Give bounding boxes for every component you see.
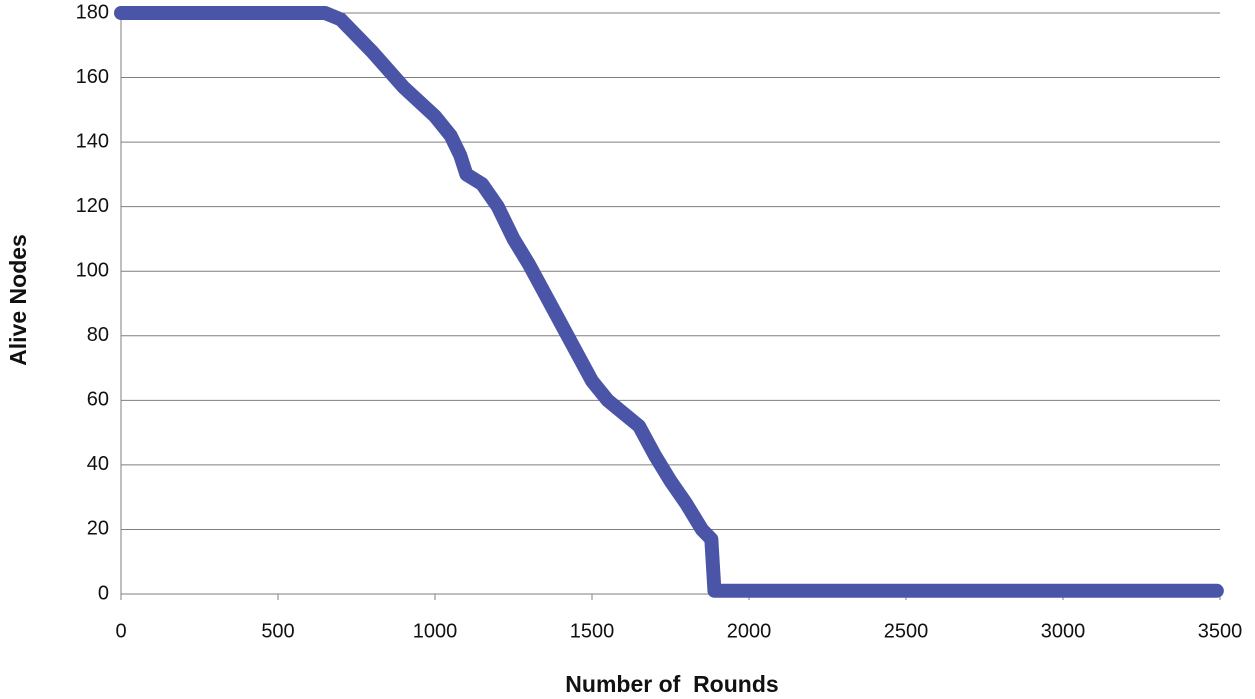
y-tick-label: 80	[87, 324, 109, 346]
y-tick-label: 120	[76, 195, 109, 217]
y-tick-label: 100	[76, 260, 109, 282]
x-tick-label: 500	[261, 620, 294, 642]
x-tick-label: 3500	[1198, 620, 1243, 642]
x-tick-label: 3000	[1041, 620, 1086, 642]
y-axis-title: Alive Nodes	[5, 234, 31, 366]
x-tick-label: 1500	[570, 620, 615, 642]
data-line	[114, 6, 1224, 598]
y-tick-label: 0	[98, 582, 109, 604]
y-tick-label: 140	[76, 130, 109, 152]
y-tick-label: 20	[87, 518, 109, 540]
x-tick-label: 0	[115, 620, 126, 642]
x-axis-title: Number of Rounds	[565, 671, 778, 697]
y-tick-label: 60	[87, 389, 109, 411]
y-tick-label: 180	[76, 1, 109, 23]
y-tick-label: 160	[76, 66, 109, 88]
x-tick-label: 2000	[727, 620, 772, 642]
x-tick-label: 2500	[884, 620, 929, 642]
x-tick-label: 1000	[413, 620, 458, 642]
y-tick-label: 40	[87, 453, 109, 475]
